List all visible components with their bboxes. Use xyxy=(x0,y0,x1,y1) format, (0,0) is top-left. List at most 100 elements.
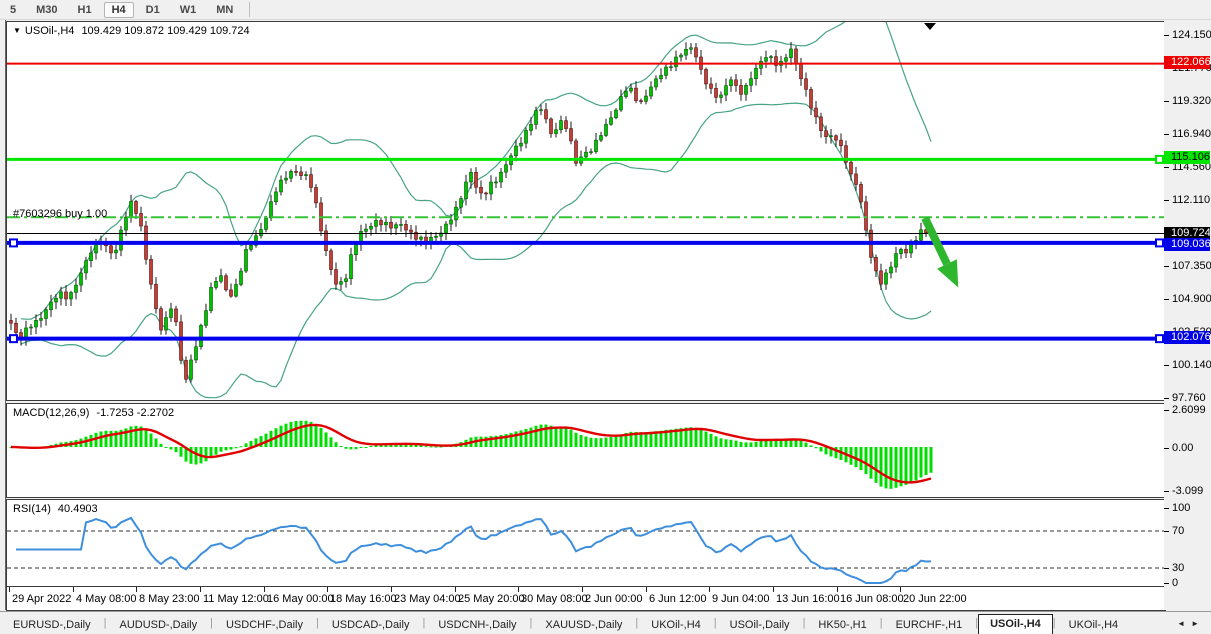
price-axis-tick: 104.900 xyxy=(1164,293,1211,305)
tab-divider: | xyxy=(1052,616,1056,629)
macd-indicator-panel[interactable]: MACD(12,26,9) -1.7253 -2.2702 xyxy=(6,403,1166,498)
tab-divider: | xyxy=(210,616,213,629)
timeframe-button-d1[interactable]: D1 xyxy=(145,3,160,16)
timeframe-button-h1[interactable]: H1 xyxy=(77,3,92,16)
price-scale[interactable]: 124.150121.770119.320116.940114.560112.1… xyxy=(1164,21,1211,610)
macd-canvas[interactable] xyxy=(7,404,1165,497)
chart-tab-usoil-h4[interactable]: USOil-,H4 xyxy=(978,614,1053,634)
time-label: 6 Jun 12:00 xyxy=(649,593,707,605)
chart-tab-ukoil-h4[interactable]: UKOil-,H4 xyxy=(651,619,701,631)
time-tick xyxy=(646,587,647,592)
time-label: 29 Apr 2022 xyxy=(12,593,72,605)
tick-label: 104.900 xyxy=(1172,293,1211,305)
time-label: 11 May 12:00 xyxy=(203,593,269,605)
tick-dash xyxy=(1164,166,1169,168)
time-axis[interactable]: 29 Apr 2022 4 May 08:00 8 May 23:00 11 May … xyxy=(6,587,1166,611)
tick-dash xyxy=(1164,298,1169,300)
price-axis-tick: 112.110 xyxy=(1164,194,1210,206)
tab-scroll-right-icon[interactable]: ► xyxy=(1191,618,1205,628)
price-axis-tick: -3.099 xyxy=(1164,485,1203,497)
chart-shift-marker-icon[interactable] xyxy=(924,23,936,30)
time-tick xyxy=(773,587,774,592)
tick-dash xyxy=(1164,265,1169,267)
tick-label: 116.940 xyxy=(1172,128,1211,140)
macd-histogram xyxy=(9,420,933,489)
tab-divider: | xyxy=(529,616,533,629)
chart-tab-usdchf-daily[interactable]: USDCHF-,Daily xyxy=(225,619,303,631)
bollinger-lower-band xyxy=(20,102,932,399)
tick-dash xyxy=(1164,447,1169,449)
chart-tab-usdcnh-daily[interactable]: USDCNH-,Daily xyxy=(438,619,517,631)
timeframe-button-w1[interactable]: W1 xyxy=(179,3,197,16)
tick-label: -3.099 xyxy=(1172,485,1204,497)
price-flag-109.036: 109.036 xyxy=(1164,238,1211,251)
line-handle-right[interactable] xyxy=(1155,238,1164,248)
tick-label: 119.320 xyxy=(1172,95,1211,107)
chart-tab-xauusd-daily[interactable]: XAUUSD-,Daily xyxy=(545,619,623,631)
tick-label: 0 xyxy=(1172,577,1179,589)
timeframe-button-5[interactable]: 5 xyxy=(10,3,17,16)
price-axis-tick: 107.350 xyxy=(1164,260,1211,272)
tick-dash xyxy=(1164,530,1169,532)
tick-dash xyxy=(1164,397,1169,399)
price-axis-tick: 100.140 xyxy=(1164,359,1211,371)
rsi-line xyxy=(16,516,932,584)
tick-label: 2.6099 xyxy=(1172,404,1206,416)
line-handle-left[interactable] xyxy=(9,334,18,344)
price-axis-tick: 30 xyxy=(1164,562,1184,574)
price-axis-tick: 70 xyxy=(1164,525,1184,537)
candles xyxy=(9,41,933,383)
price-chart-canvas[interactable] xyxy=(7,22,1165,400)
price-axis-tick: 0 xyxy=(1164,577,1178,589)
tab-divider: | xyxy=(635,616,639,629)
tick-dash xyxy=(1164,567,1169,569)
price-chart-panel[interactable]: ▼ USOil-,H4 109.429 109.872 109.429 109.72… xyxy=(6,21,1166,401)
timeframe-button-h4[interactable]: H4 xyxy=(103,1,134,18)
macd-signal-line xyxy=(10,423,932,484)
price-axis-tick: 97.760 xyxy=(1164,392,1206,404)
time-tick xyxy=(837,587,838,592)
chart-tab-audusd-daily[interactable]: AUDUSD-,Daily xyxy=(119,619,198,631)
chart-tab-ukoil-h4[interactable]: UKOil-,H4 xyxy=(1068,619,1119,631)
chart-tab-eurusd-daily[interactable]: EURUSD-,Daily xyxy=(13,619,91,631)
line-handle-left[interactable] xyxy=(9,238,18,248)
tab-scroll-left-icon[interactable]: ◄ xyxy=(1177,618,1192,628)
chart-tab-usoil-daily[interactable]: USOil-,Daily xyxy=(729,619,790,631)
timeframe-button-mn[interactable]: MN xyxy=(216,3,234,16)
time-tick xyxy=(455,587,456,592)
rsi-canvas[interactable] xyxy=(7,500,1165,586)
time-tick xyxy=(709,587,710,592)
down-trend-arrow[interactable] xyxy=(921,216,951,266)
price-axis-tick: 0.00 xyxy=(1164,442,1193,454)
tab-divider: | xyxy=(975,616,979,629)
time-tick xyxy=(327,587,328,592)
price-flag-122.066: 122.066 xyxy=(1164,56,1211,69)
price-axis-tick: 119.320 xyxy=(1164,95,1211,107)
chart-tab-hk50-h1[interactable]: HK50-,H1 xyxy=(818,619,867,631)
window-left-border xyxy=(5,20,6,610)
tab-divider: | xyxy=(713,616,717,629)
chart-tab-eurchf-h1[interactable]: EURCHF-,H1 xyxy=(895,619,963,631)
chart-tab-usdcad-daily[interactable]: USDCAD-,Daily xyxy=(331,619,410,631)
time-tick xyxy=(73,587,74,592)
down-trend-arrow-head[interactable] xyxy=(937,259,959,288)
tick-label: 100 xyxy=(1172,502,1191,514)
line-handle-right[interactable] xyxy=(1155,154,1164,164)
tick-label: 70 xyxy=(1172,525,1185,537)
tick-dash xyxy=(1164,199,1169,201)
tick-label: 100.140 xyxy=(1172,359,1211,371)
time-label: 16 May 00:00 xyxy=(267,593,334,605)
line-handle-right[interactable] xyxy=(1155,334,1164,344)
tab-divider: | xyxy=(315,616,319,629)
rsi-indicator-panel[interactable]: RSI(14) 40.4903 xyxy=(6,499,1166,587)
time-tick xyxy=(9,587,10,592)
time-tick xyxy=(200,587,201,592)
timeframe-button-m30[interactable]: M30 xyxy=(36,3,58,16)
tick-dash xyxy=(1164,34,1169,36)
time-label: 4 May 08:00 xyxy=(76,593,137,605)
tick-label: 124.150 xyxy=(1172,29,1211,41)
price-axis-tick: 124.150 xyxy=(1164,29,1211,41)
time-label: 9 Jun 04:00 xyxy=(712,593,770,605)
time-label: 16 Jun 08:00 xyxy=(840,593,904,605)
price-flag-102.076: 102.076 xyxy=(1164,331,1211,344)
